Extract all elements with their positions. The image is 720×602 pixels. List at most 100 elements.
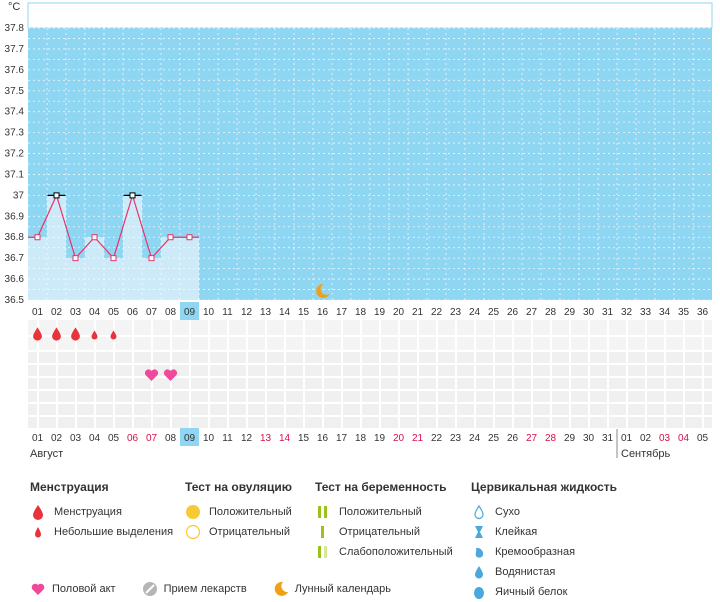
y-tick-label: 37.8 bbox=[5, 23, 25, 34]
date-label: 30 bbox=[583, 433, 595, 444]
date-label: 02 bbox=[51, 433, 63, 444]
temperature-point bbox=[34, 234, 41, 241]
legend-item-ovulation-positive: Положительный bbox=[185, 502, 292, 522]
legend-label: Отрицательный bbox=[209, 526, 290, 538]
x-tick-label: 08 bbox=[165, 307, 177, 318]
x-axis-day-labels: 01 02 03 04 05 06 07 08 09 10 11 12 13 14 15 16 17 18 19 20… bbox=[32, 302, 709, 320]
legend-item-ovulation-negative: Отрицательный bbox=[185, 522, 292, 542]
water-drop-icon bbox=[475, 566, 483, 579]
temperature-point bbox=[167, 234, 174, 241]
legend-item-pregnancy-positive: Положительный bbox=[315, 502, 453, 522]
date-label: 15 bbox=[298, 433, 310, 444]
date-label: 25 bbox=[488, 433, 500, 444]
y-tick-label: 37.5 bbox=[5, 86, 25, 97]
heart-marker bbox=[163, 369, 178, 381]
past-day-bar bbox=[47, 195, 66, 300]
date-label: 04 bbox=[678, 433, 690, 444]
x-tick-label: 12 bbox=[241, 307, 253, 318]
x-tick-label: 34 bbox=[659, 307, 671, 318]
x-tick-label: 10 bbox=[203, 307, 215, 318]
empty-circle-icon bbox=[185, 524, 201, 540]
spotting-drop bbox=[91, 330, 98, 340]
egg-white-icon bbox=[474, 587, 484, 599]
date-label: 21 bbox=[412, 433, 424, 444]
temperature-point bbox=[91, 234, 98, 241]
legend-item-spotting: Небольшие выделения bbox=[30, 522, 173, 542]
legend-item-medication: Прием лекарств bbox=[142, 581, 247, 597]
blood-drop-icon bbox=[33, 505, 43, 520]
date-label: 23 bbox=[450, 433, 462, 444]
temperature-point bbox=[110, 255, 117, 262]
cream-drop-icon bbox=[475, 547, 484, 558]
y-tick-label: 36.8 bbox=[5, 232, 25, 243]
plot-top-band bbox=[27, 2, 713, 29]
x-tick-label: 03 bbox=[70, 307, 82, 318]
x-tick-label: 11 bbox=[222, 307, 233, 318]
date-label: 28 bbox=[545, 433, 557, 444]
symptom-markers bbox=[33, 327, 178, 381]
x-tick-label: 25 bbox=[488, 307, 500, 318]
x-tick-label: 32 bbox=[621, 307, 633, 318]
x-tick-label: 31 bbox=[602, 307, 614, 318]
y-tick-label: 37.6 bbox=[5, 65, 25, 76]
x-tick-label: 18 bbox=[355, 307, 367, 318]
weak-stripe-icon bbox=[318, 546, 327, 558]
date-labels: 01 02 03 04 05 06 07 08 09 10 11 12 13 14 15 16 17 18 19 20… bbox=[32, 428, 708, 446]
x-tick-label: 36 bbox=[697, 307, 709, 318]
spotting-drop bbox=[110, 330, 117, 340]
x-tick-label: 15 bbox=[298, 307, 310, 318]
small-drop-icon bbox=[35, 527, 41, 538]
x-tick-label: 01 bbox=[32, 307, 44, 318]
legend-item-watery: Водянистая bbox=[471, 562, 617, 582]
past-day-bar bbox=[28, 237, 47, 300]
filled-circle-icon bbox=[186, 505, 200, 519]
symptom-grid-top bbox=[28, 320, 712, 350]
y-tick-label: 37 bbox=[13, 190, 25, 201]
temperature-line bbox=[28, 192, 330, 298]
date-label: 08 bbox=[165, 433, 177, 444]
date-label: 06 bbox=[127, 433, 139, 444]
date-label: 07 bbox=[146, 433, 158, 444]
x-tick-label: 28 bbox=[545, 307, 557, 318]
legend-item-dry: Сухо bbox=[471, 502, 617, 522]
legend-label: Слабоположительный bbox=[339, 546, 453, 558]
y-tick-label: 37.4 bbox=[5, 107, 25, 118]
empty-drop-icon bbox=[474, 504, 484, 520]
gridlines bbox=[28, 27, 712, 301]
date-label: 26 bbox=[507, 433, 519, 444]
legend-ovulation: Тест на овуляцию Положительный Отрицател… bbox=[185, 480, 292, 542]
legend-label: Положительный bbox=[339, 506, 422, 518]
temperature-point bbox=[53, 192, 60, 199]
date-label: 24 bbox=[469, 433, 481, 444]
date-label: 02 bbox=[640, 433, 652, 444]
x-tick-label: 26 bbox=[507, 307, 519, 318]
date-label: 04 bbox=[89, 433, 101, 444]
date-label: 17 bbox=[336, 433, 348, 444]
double-stripe-icon bbox=[318, 506, 327, 518]
legend-label: Яичный белок bbox=[495, 586, 568, 598]
x-tick-label: 29 bbox=[564, 307, 576, 318]
date-label: 27 bbox=[526, 433, 538, 444]
hourglass-icon bbox=[475, 526, 483, 538]
x-tick-label: 09 bbox=[184, 307, 196, 318]
legend-item-sticky: Клейкая bbox=[471, 522, 617, 542]
legend-menstruation: Менструация Менструация Небольшие выделе… bbox=[30, 480, 173, 542]
temperature-chart: °C 36.5 36.6 36.7 36.8 36.9 37 37.1 37.2 37.3 37.… bbox=[5, 1, 713, 460]
legend-label: Отрицательный bbox=[339, 526, 420, 538]
menstruation-drop bbox=[52, 327, 61, 341]
y-tick-label: 37.1 bbox=[5, 169, 25, 180]
legend-label: Сухо bbox=[495, 506, 520, 518]
menstruation-drop bbox=[71, 327, 80, 341]
legend-item-pregnancy-weak: Слабоположительный bbox=[315, 542, 453, 562]
legend-item-pregnancy-negative: Отрицательный bbox=[315, 522, 453, 542]
menstruation-drop bbox=[33, 327, 42, 341]
legend-bottom-row: Половой акт Прием лекарств Лунный календ… bbox=[30, 581, 417, 597]
past-day-bar bbox=[66, 258, 85, 300]
temperature-point bbox=[186, 234, 193, 241]
y-tick-label: 36.5 bbox=[5, 295, 25, 306]
date-label: 10 bbox=[203, 433, 215, 444]
x-tick-label: 07 bbox=[146, 307, 158, 318]
x-tick-label: 14 bbox=[279, 307, 291, 318]
date-label: 01 bbox=[621, 433, 633, 444]
legend-pregnancy: Тест на беременность Положительный Отриц… bbox=[315, 480, 453, 562]
